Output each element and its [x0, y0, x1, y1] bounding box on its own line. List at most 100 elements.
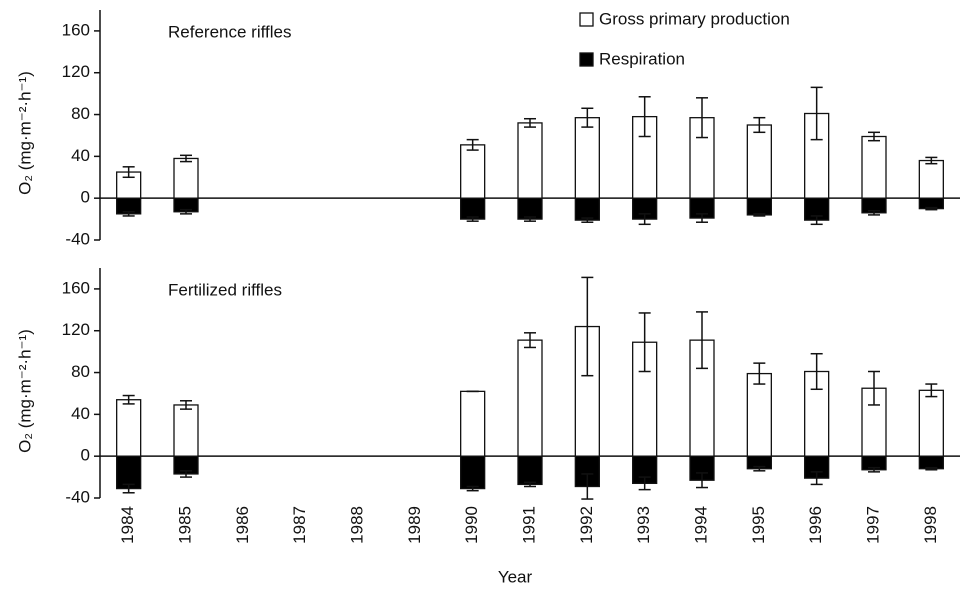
x-tick-label: 1989	[405, 506, 424, 544]
y-tick-label: 160	[62, 278, 90, 297]
error-bar	[753, 362, 766, 385]
x-tick-label: 1994	[691, 506, 710, 544]
bar	[746, 124, 772, 199]
error-bar	[524, 481, 536, 488]
y-tick-label: -40	[65, 487, 90, 506]
error-bar	[638, 96, 651, 138]
error-bar	[524, 117, 536, 128]
y-tick-label: 120	[62, 320, 90, 339]
y-tick-label: 40	[71, 404, 90, 423]
bar	[861, 135, 887, 199]
error-bar	[868, 209, 880, 216]
bar	[918, 159, 944, 199]
error-bar	[868, 131, 880, 142]
x-tick-label: 1985	[175, 506, 194, 544]
legend-label: Respiration	[599, 49, 685, 68]
error-bar	[753, 465, 766, 472]
bar	[116, 399, 142, 457]
error-bar	[581, 276, 594, 377]
panel-title: Reference riffles	[168, 22, 291, 41]
error-bar	[122, 211, 135, 217]
error-bar	[581, 107, 594, 128]
error-bar	[524, 216, 536, 222]
y-tick-label: -40	[65, 229, 90, 248]
error-bar	[122, 483, 135, 494]
error-bar	[696, 97, 708, 139]
error-bar	[925, 466, 938, 471]
x-tick-label: 1987	[290, 506, 309, 544]
error-bar	[925, 156, 938, 165]
error-bar	[638, 213, 651, 226]
error-bar	[638, 476, 651, 491]
error-bar	[696, 213, 708, 223]
bar	[460, 144, 486, 199]
bar	[173, 404, 199, 457]
bar	[918, 455, 944, 470]
error-bar	[925, 206, 938, 211]
error-bar	[180, 208, 192, 215]
bar	[460, 390, 486, 457]
x-tick-label: 1990	[462, 506, 481, 544]
error-bar	[810, 86, 823, 141]
bar	[517, 122, 543, 199]
y-tick-label: 40	[71, 146, 90, 165]
panel-title: Fertilized riffles	[168, 280, 282, 299]
y-tick-label: 120	[62, 62, 90, 81]
x-tick-label: 1996	[806, 506, 825, 544]
bar	[574, 197, 600, 221]
error-bar	[753, 116, 766, 134]
bar	[918, 389, 944, 457]
bar	[574, 117, 600, 199]
error-bar	[581, 217, 594, 223]
legend-label: Gross primary production	[599, 9, 790, 28]
bar	[116, 455, 142, 490]
y-tick-label: 0	[81, 446, 90, 465]
bar	[460, 455, 486, 490]
error-bar	[810, 352, 823, 391]
error-bar	[466, 485, 479, 492]
bar	[746, 372, 772, 457]
bar	[517, 339, 543, 457]
y-tick-label: 80	[71, 104, 90, 123]
bar	[746, 197, 772, 216]
x-tick-label: 1992	[577, 506, 596, 544]
bar	[460, 197, 486, 220]
error-bar	[868, 466, 880, 473]
error-bar	[696, 472, 708, 489]
bar	[173, 157, 199, 199]
error-bar	[466, 216, 479, 222]
error-bar	[868, 370, 880, 406]
x-tick-label: 1998	[921, 506, 940, 544]
bar	[861, 387, 887, 457]
error-bar	[180, 400, 192, 410]
x-tick-label: 1988	[347, 506, 366, 544]
y-tick-label: 0	[81, 188, 90, 207]
x-tick-label: 1993	[634, 506, 653, 544]
legend-swatch	[579, 12, 594, 27]
legend-swatch	[579, 52, 594, 67]
error-bar	[180, 154, 192, 163]
x-axis-label: Year	[498, 567, 533, 586]
x-tick-label: 1984	[118, 506, 137, 544]
y-tick-label: 80	[71, 362, 90, 381]
x-tick-label: 1997	[863, 506, 882, 544]
error-bar	[466, 138, 479, 151]
x-tick-label: 1995	[749, 506, 768, 544]
x-tick-label: 1991	[519, 506, 538, 544]
y-axis-label: O₂ (mg·m⁻²·h⁻¹)	[15, 71, 34, 195]
x-tick-label: 1986	[233, 506, 252, 544]
error-bar	[638, 312, 651, 373]
error-bar	[180, 470, 192, 478]
error-bar	[581, 473, 594, 500]
error-bar	[925, 383, 938, 398]
error-bar	[122, 166, 135, 179]
y-tick-label: 160	[62, 20, 90, 39]
error-bar	[810, 215, 823, 226]
y-axis-label: O₂ (mg·m⁻²·h⁻¹)	[15, 329, 34, 453]
bar	[517, 197, 543, 220]
bar	[574, 455, 600, 488]
bar	[517, 455, 543, 486]
error-bar	[696, 311, 708, 370]
error-bar	[753, 213, 766, 217]
